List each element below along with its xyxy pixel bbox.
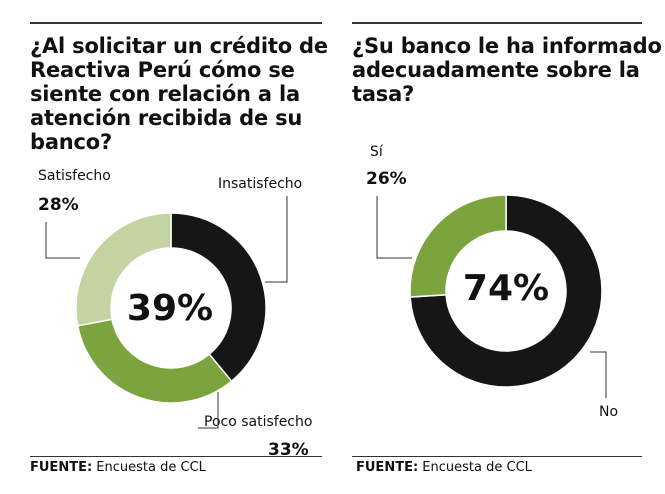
slice-pct-poco-satisfecho: 33% (268, 440, 309, 460)
chart-title-left: ¿Al solicitar un crédito de Reactiva Per… (30, 34, 328, 154)
source-text: Encuesta de CCL (96, 460, 206, 475)
title-line: siente con relación a la (30, 82, 300, 106)
slice-label-si: Sí (370, 144, 383, 160)
leader-line-insatisfecho (265, 196, 288, 283)
title-line: Reactiva Perú cómo se (30, 58, 295, 82)
leader-line-si (376, 196, 412, 259)
source-right: FUENTE: Encuesta de CCL (356, 460, 532, 475)
donut-slice-si (409, 194, 507, 298)
title-line: ¿Al solicitar un crédito de (30, 34, 328, 58)
donut-slice-poco-satisfecho (76, 318, 233, 404)
top-rule-right (352, 22, 642, 24)
source-text: Encuesta de CCL (422, 460, 532, 475)
bottom-rule-right (352, 456, 642, 457)
source-label: FUENTE: (30, 460, 93, 475)
slice-pct-si: 26% (366, 169, 407, 189)
source-left: FUENTE: Encuesta de CCL (30, 460, 206, 475)
donut-right (409, 194, 603, 388)
donut-center-label-right: 74% (462, 268, 550, 309)
title-line: tasa? (352, 82, 415, 106)
title-line: banco? (30, 130, 113, 154)
chart-title-right: ¿Su banco le ha informado adecuadamente … (352, 34, 662, 106)
top-rule-left (30, 22, 322, 24)
leader-line-satisfecho (45, 222, 80, 259)
donut-slice-no (409, 194, 603, 388)
leader-line-no (590, 351, 607, 398)
slice-label-no: No (599, 404, 619, 420)
slice-label-insatisfecho: Insatisfecho (218, 176, 303, 192)
donut-slice-satisfecho (75, 212, 172, 327)
leader-line-poco-satisfecho (198, 392, 219, 429)
slice-pct-satisfecho: 28% (38, 195, 79, 215)
bottom-rule-left (30, 456, 322, 457)
donut-left (75, 212, 267, 404)
slice-label-poco-satisfecho: Poco satisfecho (204, 414, 313, 430)
slice-label-satisfecho: Satisfecho (38, 168, 111, 184)
title-line: atención recibida de su (30, 106, 303, 130)
title-line: adecuadamente sobre la (352, 58, 640, 82)
source-label: FUENTE: (356, 460, 419, 475)
donut-slice-insatisfecho (170, 212, 267, 383)
donut-center-label-left: 39% (126, 288, 214, 329)
title-line: ¿Su banco le ha informado (352, 34, 662, 58)
